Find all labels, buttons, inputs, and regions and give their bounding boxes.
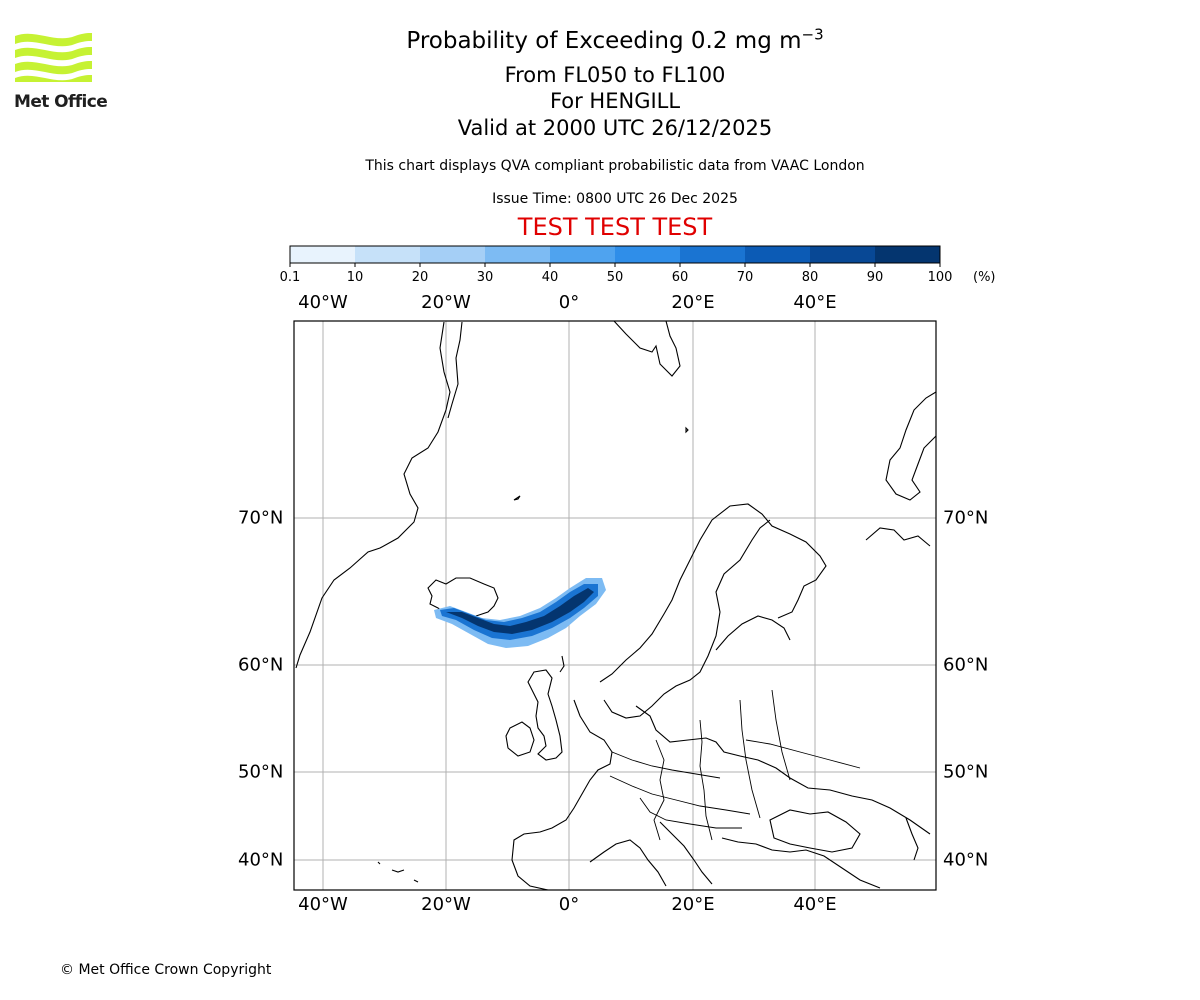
colorbar-tick-label: 50 xyxy=(606,270,624,285)
colorbar-segment xyxy=(420,246,486,263)
colorbar-segment xyxy=(810,246,876,263)
lon-label-bottom: 40°E xyxy=(793,894,837,915)
colorbar-tick-label: 10 xyxy=(346,270,364,285)
colorbar-segment xyxy=(615,246,681,263)
logo-text: Met Office xyxy=(14,92,108,112)
chart-title: Probability of Exceeding 0.2 mg m−3 xyxy=(406,25,824,54)
colorbar-tick-label: 60 xyxy=(671,270,689,285)
lat-label-left: 40°N xyxy=(238,849,284,871)
colorbar-segment xyxy=(290,246,356,263)
lon-label-bottom: 20°W xyxy=(421,894,471,915)
colorbar-segment xyxy=(355,246,421,263)
lat-label-left: 60°N xyxy=(238,654,284,676)
ash-plume xyxy=(434,578,606,648)
lon-label-bottom: 0° xyxy=(558,894,580,915)
title-superscript: −3 xyxy=(801,25,824,44)
lon-label-top: 0° xyxy=(558,292,580,313)
colorbar-segment xyxy=(745,246,811,263)
colorbar-tick-label: 100 xyxy=(927,270,953,285)
colorbar-tick-label: 0.1 xyxy=(279,270,301,285)
colorbar-segment xyxy=(875,246,941,263)
colorbar-segment xyxy=(550,246,616,263)
colorbar-segment xyxy=(485,246,551,263)
colorbar-tick-label: 70 xyxy=(736,270,754,285)
copyright-notice: © Met Office Crown Copyright xyxy=(60,962,272,978)
lon-label-bottom: 20°E xyxy=(671,894,715,915)
graticule xyxy=(294,321,936,890)
test-banner: TEST TEST TEST xyxy=(517,213,713,241)
colorbar-tick-label: 40 xyxy=(541,270,559,285)
lon-label-top: 20°W xyxy=(421,292,471,313)
lat-label-right: 60°N xyxy=(943,654,989,676)
colorbar-tick-label: 90 xyxy=(866,270,884,285)
colorbar-unit: (%) xyxy=(973,270,996,285)
lat-label-right: 70°N xyxy=(943,507,989,529)
lon-label-top: 20°E xyxy=(671,292,715,313)
valid-time: Valid at 2000 UTC 26/12/2025 xyxy=(457,116,773,140)
colorbar-segment xyxy=(680,246,746,263)
lon-label-bottom: 40°W xyxy=(298,894,348,915)
coastlines xyxy=(295,321,936,890)
lat-label-right: 50°N xyxy=(943,761,989,783)
country-borders xyxy=(609,689,861,841)
lon-label-top: 40°E xyxy=(793,292,837,313)
met-office-logo-icon xyxy=(15,33,92,82)
lon-label-top: 40°W xyxy=(298,292,348,313)
colorbar-tick-label: 30 xyxy=(476,270,494,285)
colorbar-tick-label: 20 xyxy=(411,270,429,285)
lat-label-left: 50°N xyxy=(238,761,284,783)
compliance-note: This chart displays QVA compliant probab… xyxy=(365,158,865,174)
colorbar-tick-label: 80 xyxy=(801,270,819,285)
lat-label-right: 40°N xyxy=(943,849,989,871)
map-frame xyxy=(293,320,937,891)
lat-label-left: 70°N xyxy=(238,507,284,529)
volcano-name: For HENGILL xyxy=(549,89,681,113)
flight-level-range: From FL050 to FL100 xyxy=(504,63,726,87)
issue-time: Issue Time: 0800 UTC 26 Dec 2025 xyxy=(492,191,738,207)
